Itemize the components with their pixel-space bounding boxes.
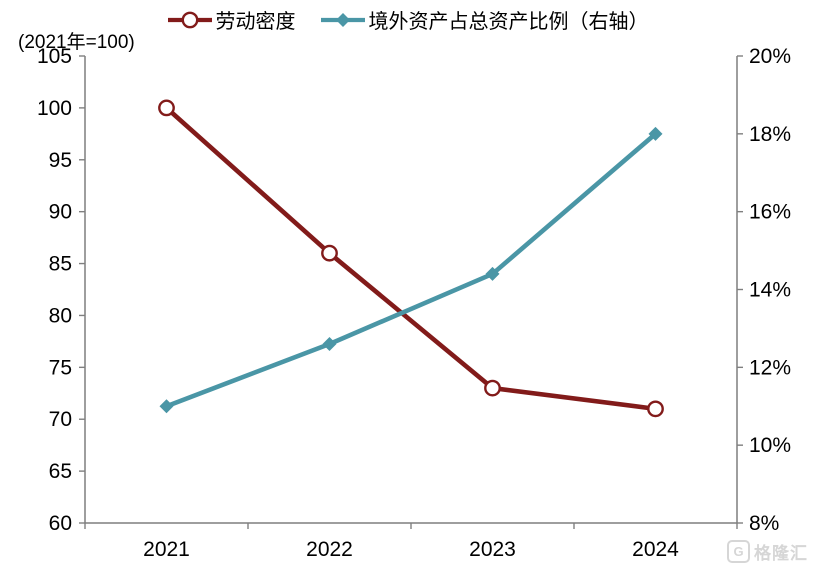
legend: 劳动密度 境外资产占总资产比例（右轴） bbox=[0, 5, 815, 34]
svg-text:105: 105 bbox=[37, 45, 72, 68]
svg-text:2023: 2023 bbox=[469, 538, 516, 561]
svg-text:2022: 2022 bbox=[306, 538, 353, 561]
svg-text:12%: 12% bbox=[749, 356, 791, 379]
svg-text:14%: 14% bbox=[749, 279, 791, 302]
svg-text:75: 75 bbox=[49, 356, 72, 379]
svg-text:10%: 10% bbox=[749, 434, 791, 457]
svg-text:85: 85 bbox=[49, 253, 72, 276]
svg-text:80: 80 bbox=[49, 304, 72, 327]
svg-text:90: 90 bbox=[49, 201, 72, 224]
left-axis-unit-label: (2021年=100) bbox=[18, 32, 135, 53]
svg-text:60: 60 bbox=[49, 512, 72, 535]
svg-text:65: 65 bbox=[49, 460, 72, 483]
svg-text:70: 70 bbox=[49, 408, 72, 431]
legend-line-diamond-icon bbox=[320, 12, 365, 27]
svg-text:8%: 8% bbox=[749, 512, 779, 535]
legend-item-overseas-assets-ratio: 境外资产占总资产比例（右轴） bbox=[320, 5, 649, 34]
gelonghui-logo-icon: G bbox=[727, 540, 750, 563]
svg-text:18%: 18% bbox=[749, 123, 791, 146]
svg-text:2021: 2021 bbox=[143, 538, 190, 561]
legend-line-open-circle-icon bbox=[167, 11, 212, 28]
svg-text:16%: 16% bbox=[749, 201, 791, 224]
watermark-text: 格隆汇 bbox=[754, 544, 808, 563]
legend-item-labor-density: 劳动密度 bbox=[167, 5, 296, 34]
legend-label-overseas-assets-ratio: 境外资产占总资产比例（右轴） bbox=[368, 11, 649, 33]
svg-text:20%: 20% bbox=[749, 45, 791, 68]
svg-text:95: 95 bbox=[49, 149, 72, 172]
gelonghui-watermark: G 格隆汇 bbox=[727, 539, 808, 564]
svg-text:2024: 2024 bbox=[632, 538, 679, 561]
legend-label-labor-density: 劳动密度 bbox=[215, 11, 296, 33]
svg-text:100: 100 bbox=[37, 97, 72, 120]
